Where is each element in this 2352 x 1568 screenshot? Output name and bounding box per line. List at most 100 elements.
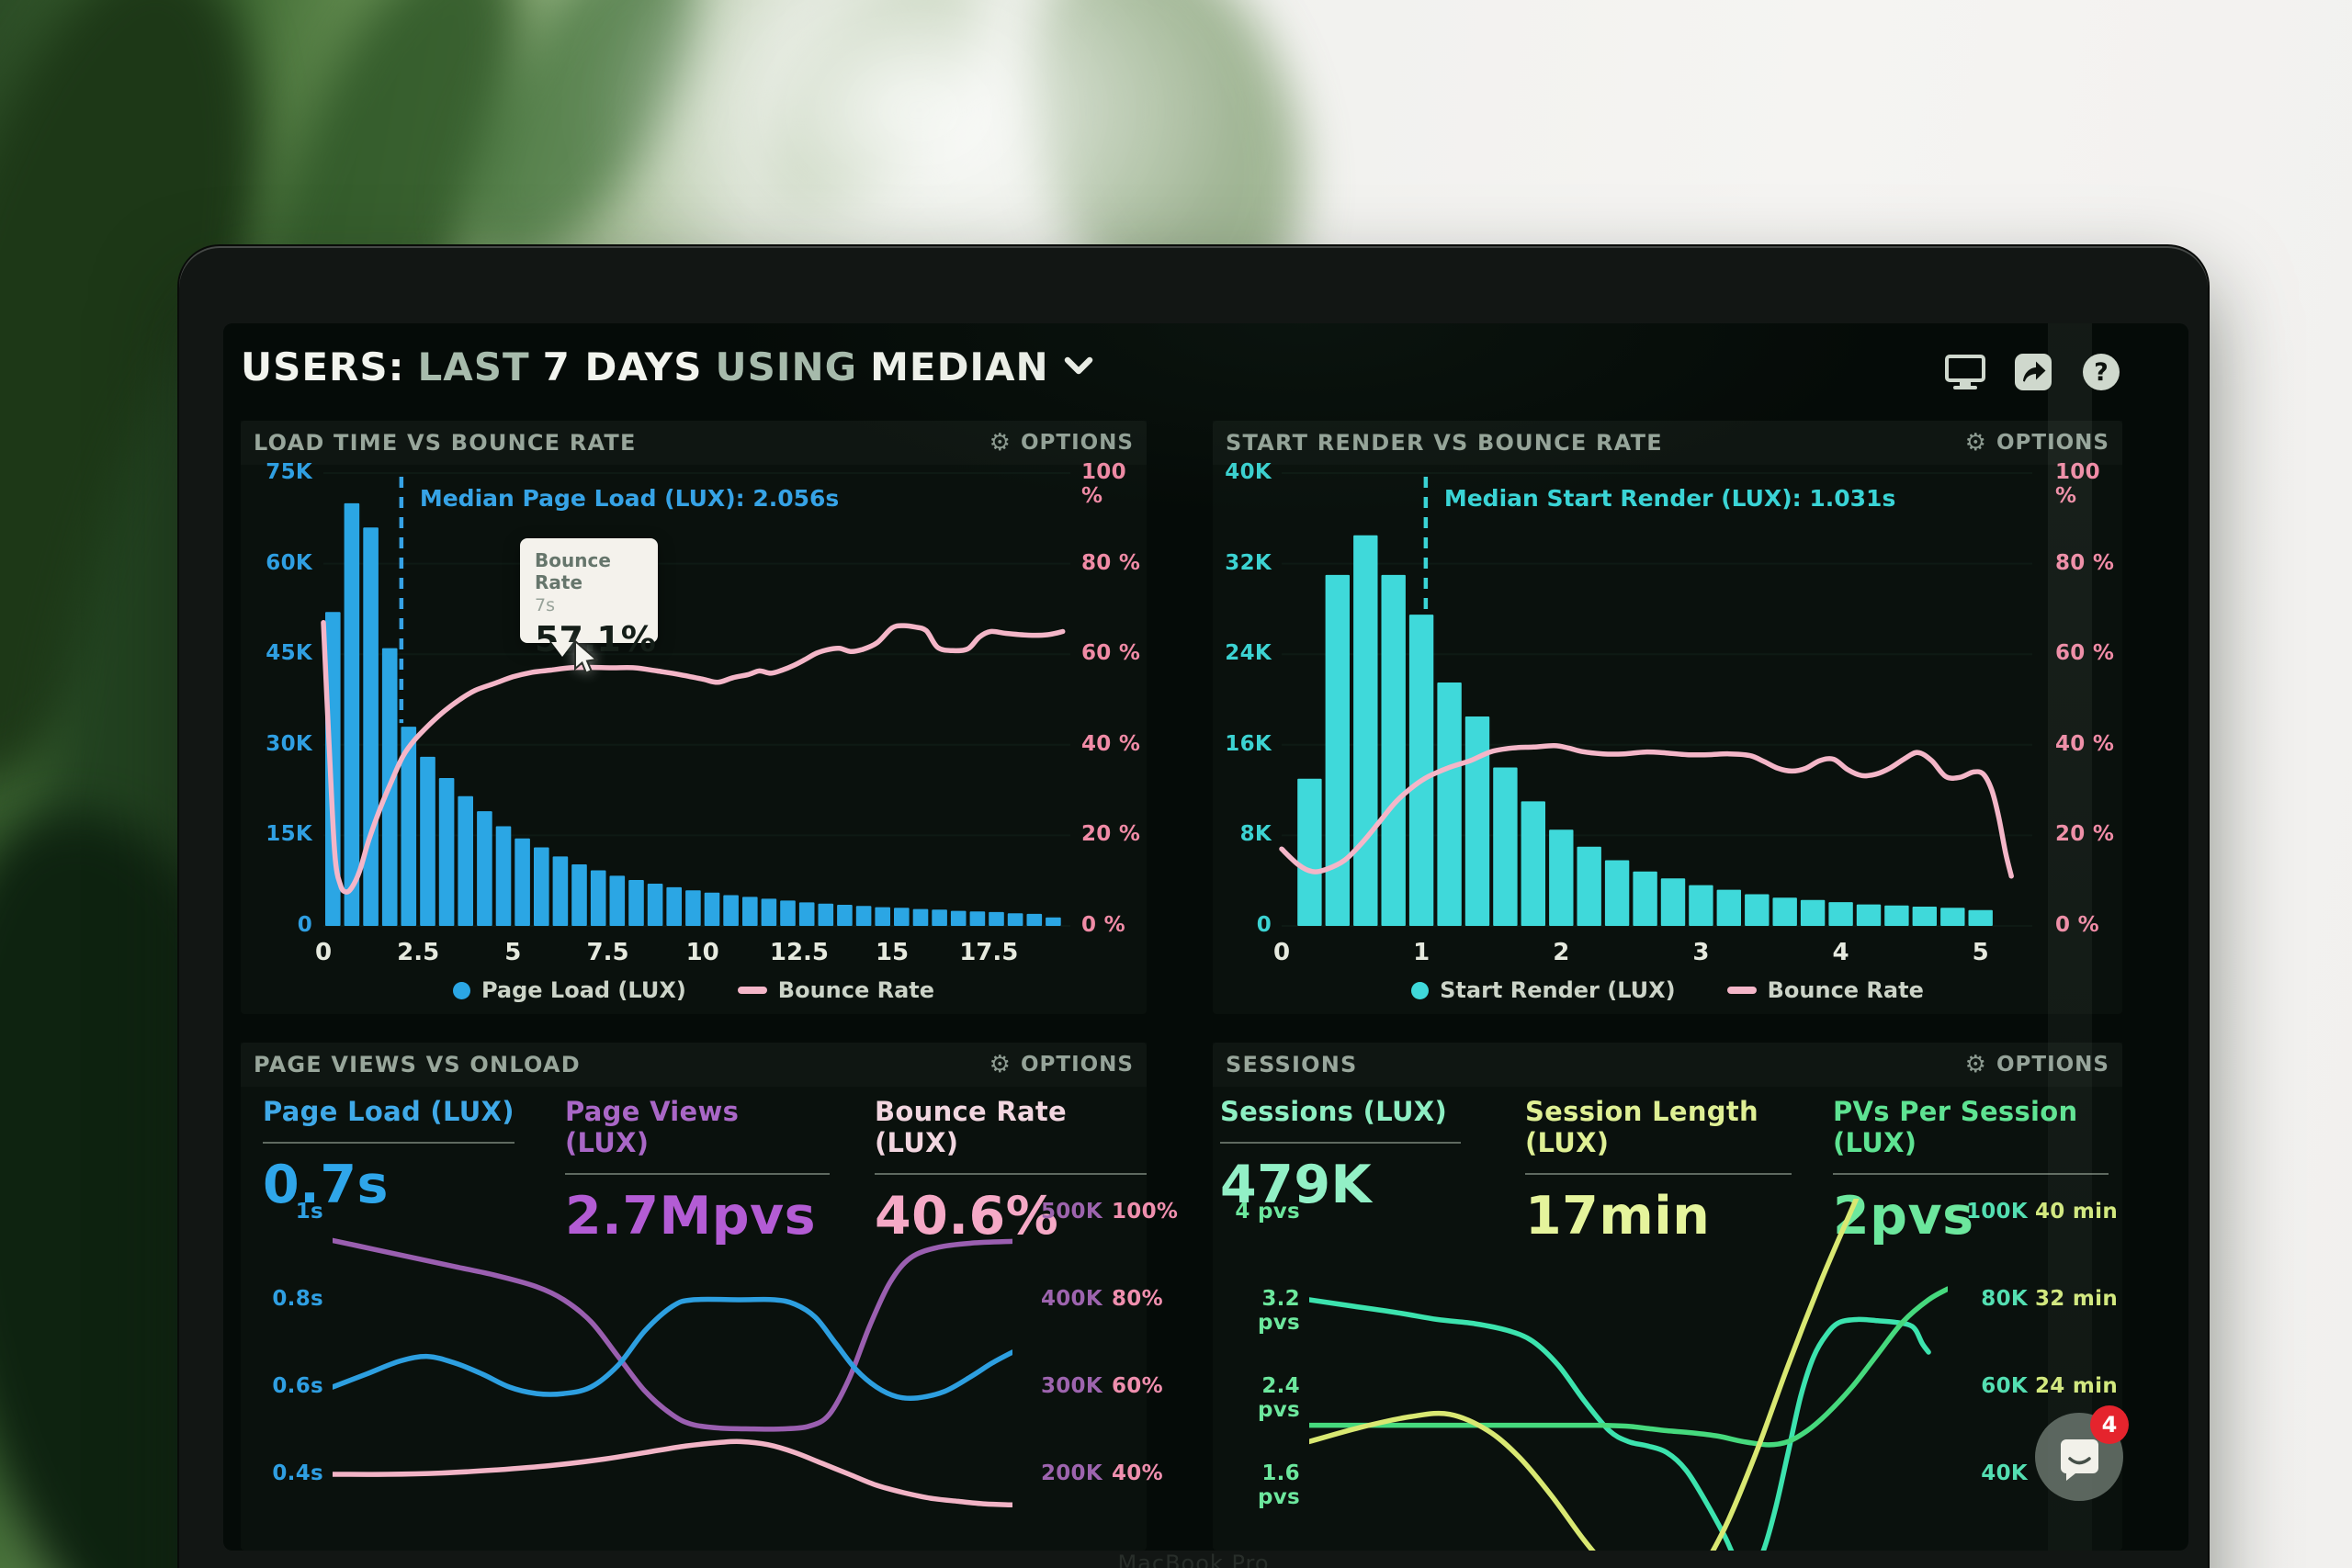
x-axis-label: 1 (1413, 939, 1430, 966)
chart-legend: Start Render (LUX) Bounce Rate (1213, 977, 2122, 1003)
y-axis-label: 0.6s (272, 1374, 323, 1398)
y-axis-label: 80 % (2055, 550, 2115, 575)
chat-launcher-button[interactable]: 4 (2035, 1405, 2129, 1501)
metric-label: Bounce Rate (LUX) (875, 1096, 1068, 1158)
x-axis-label: 7.5 (586, 939, 629, 966)
legend-label: Page Load (LUX) (481, 977, 686, 1003)
y-axis-label: 0 % (2055, 913, 2099, 937)
metric-label: Session Length (LUX) (1525, 1096, 1758, 1158)
gear-icon: ⚙ (989, 429, 1012, 457)
y-axis-label: 40 min (2035, 1200, 2119, 1224)
y-axis-label: 30K (266, 731, 312, 756)
options-label: OPTIONS (1020, 1053, 1134, 1077)
legend-dash-icon (1726, 987, 1757, 994)
y-axis-label: 32K (1225, 550, 1272, 575)
legend-item[interactable]: Bounce Rate (1726, 977, 1924, 1003)
panel-load-time-vs-bounce-rate: LOAD TIME VS BOUNCE RATE ⚙ OPTIONS Media… (241, 421, 1147, 1014)
y-axis-label: 15K (266, 822, 312, 847)
metric-underline (565, 1173, 830, 1175)
y-axis-label: 8K (1239, 822, 1272, 847)
y-axis-label: 4 pvs (1235, 1200, 1300, 1224)
median-label: Median Start Render (LUX): 1.031s (1444, 485, 1896, 512)
metric-value: 2.7Mpvs (565, 1186, 817, 1247)
gear-icon: ⚙ (989, 1051, 1012, 1078)
panel-header: LOAD TIME VS BOUNCE RATE ⚙ OPTIONS (241, 421, 1147, 465)
y-axis-label: 100% (1112, 1200, 1179, 1224)
svg-text:?: ? (2094, 358, 2109, 387)
header-toolbar: ? (1944, 353, 2122, 391)
y-axis-label: 40 % (2055, 731, 2115, 756)
y-axis-label: 1s (295, 1200, 323, 1224)
x-axis-label: 4 (1832, 939, 1849, 966)
chart-legend: Page Load (LUX) Bounce Rate (241, 977, 1147, 1003)
y-axis-label: 100 % (2055, 460, 2100, 508)
display-icon[interactable] (1944, 353, 1986, 391)
options-label: OPTIONS (1996, 431, 2109, 455)
median-label: Median Page Load (LUX): 2.056s (420, 485, 839, 512)
y-axis-label: 2.4 pvs (1257, 1374, 1300, 1422)
y-axis-label: 400K (1040, 1287, 1102, 1311)
median-marker: Median Page Load (LUX): 2.056s (399, 477, 839, 724)
metric-underline (263, 1142, 514, 1144)
metric: Page Load (LUX) 0.7s (263, 1096, 514, 1215)
y-axis-label: 60K (1981, 1374, 2028, 1398)
chevron-down-icon[interactable] (1064, 356, 1093, 380)
bounce-rate-tooltip: Bounce Rate 7s 57.1% (520, 538, 658, 660)
metric-label: PVs Per Session (LUX) (1833, 1096, 2078, 1158)
options-button[interactable]: ⚙ OPTIONS (1965, 431, 2109, 455)
histogram-bars (1297, 535, 1993, 926)
share-icon[interactable] (2012, 353, 2054, 391)
histogram-bars (325, 502, 1061, 926)
y-axis-label: 20 % (2055, 822, 2115, 847)
options-label: OPTIONS (1020, 431, 1134, 455)
metric-value: 479K (1220, 1155, 1373, 1215)
sessions-sparkline-canvas (1309, 1199, 1948, 1551)
legend-item[interactable]: Bounce Rate (737, 977, 934, 1003)
options-button[interactable]: ⚙ OPTIONS (989, 431, 1134, 455)
gear-icon: ⚙ (1964, 1051, 1987, 1078)
metric-underline (1833, 1173, 2109, 1175)
legend-dash-icon (737, 987, 767, 994)
legend-item[interactable]: Page Load (LUX) (452, 977, 686, 1003)
y-axis-label: 0 % (1081, 913, 1125, 937)
x-axis-label: 3 (1692, 939, 1710, 966)
y-axis-label: 16K (1225, 731, 1272, 756)
series-line-page-views-lux- (333, 1237, 1012, 1432)
series-line-sessions-lux- (1309, 1297, 1931, 1551)
y-axis-label: 0.8s (272, 1287, 323, 1311)
panel-header: PAGE VIEWS VS ONLOAD ⚙ OPTIONS (241, 1043, 1147, 1087)
series-line-bounce-rate-lux- (333, 1438, 1012, 1508)
metric: PVs Per Session (LUX) 2pvs (1833, 1096, 2109, 1247)
metric-label: Sessions (LUX) (1220, 1096, 1448, 1127)
panel-start-render-vs-bounce-rate: START RENDER VS BOUNCE RATE ⚙ OPTIONS Me… (1213, 421, 2122, 1014)
y-axis-label: 60% (1112, 1374, 1163, 1398)
y-axis-label: 1.6 pvs (1257, 1461, 1300, 1509)
metric: Page Views (LUX) 2.7Mpvs (565, 1096, 830, 1247)
median-marker: Median Start Render (LUX): 1.031s (1423, 477, 1896, 612)
metric: Bounce Rate (LUX) 40.6% (875, 1096, 1147, 1247)
metric-value: 40.6% (875, 1186, 1059, 1247)
options-button[interactable]: ⚙ OPTIONS (1965, 1053, 2109, 1077)
series-line-pvs-per-session-lux- (1309, 1286, 1948, 1448)
y-axis-label: 0 (1256, 913, 1272, 937)
x-axis-label: 5 (504, 939, 522, 966)
panel-page-views-vs-onload: PAGE VIEWS VS ONLOAD ⚙ OPTIONS Page Load… (241, 1043, 1178, 1551)
dashboard-title: USERS: LAST 7 DAYS USING MEDIAN (241, 338, 1049, 395)
metric-underline (1220, 1142, 1461, 1144)
metric-value: 0.7s (263, 1155, 389, 1215)
y-axis-label: 45K (266, 641, 312, 666)
title-part: USERS: (241, 344, 405, 389)
options-button[interactable]: ⚙ OPTIONS (989, 1053, 1134, 1077)
help-icon[interactable]: ? (2080, 353, 2122, 391)
series-line-session-length-lux- (1309, 1199, 1860, 1551)
laptop-brand-label: MacBook Pro (1117, 1551, 1270, 1568)
legend-item[interactable]: Start Render (LUX) (1411, 977, 1676, 1003)
panel-title: LOAD TIME VS BOUNCE RATE (254, 430, 637, 456)
start_render-chart-canvas: Median Start Render (LUX): 1.031s (1279, 472, 2032, 927)
panel-header: SESSIONS ⚙ OPTIONS (1213, 1043, 2122, 1087)
load_time-chart-canvas: Median Page Load (LUX): 2.056s (321, 472, 1070, 927)
gear-icon: ⚙ (1964, 429, 1987, 457)
legend-label: Start Render (LUX) (1440, 977, 1676, 1003)
tooltip-x-value: 7s (535, 595, 555, 615)
y-axis-label: 3.2 pvs (1257, 1287, 1300, 1335)
